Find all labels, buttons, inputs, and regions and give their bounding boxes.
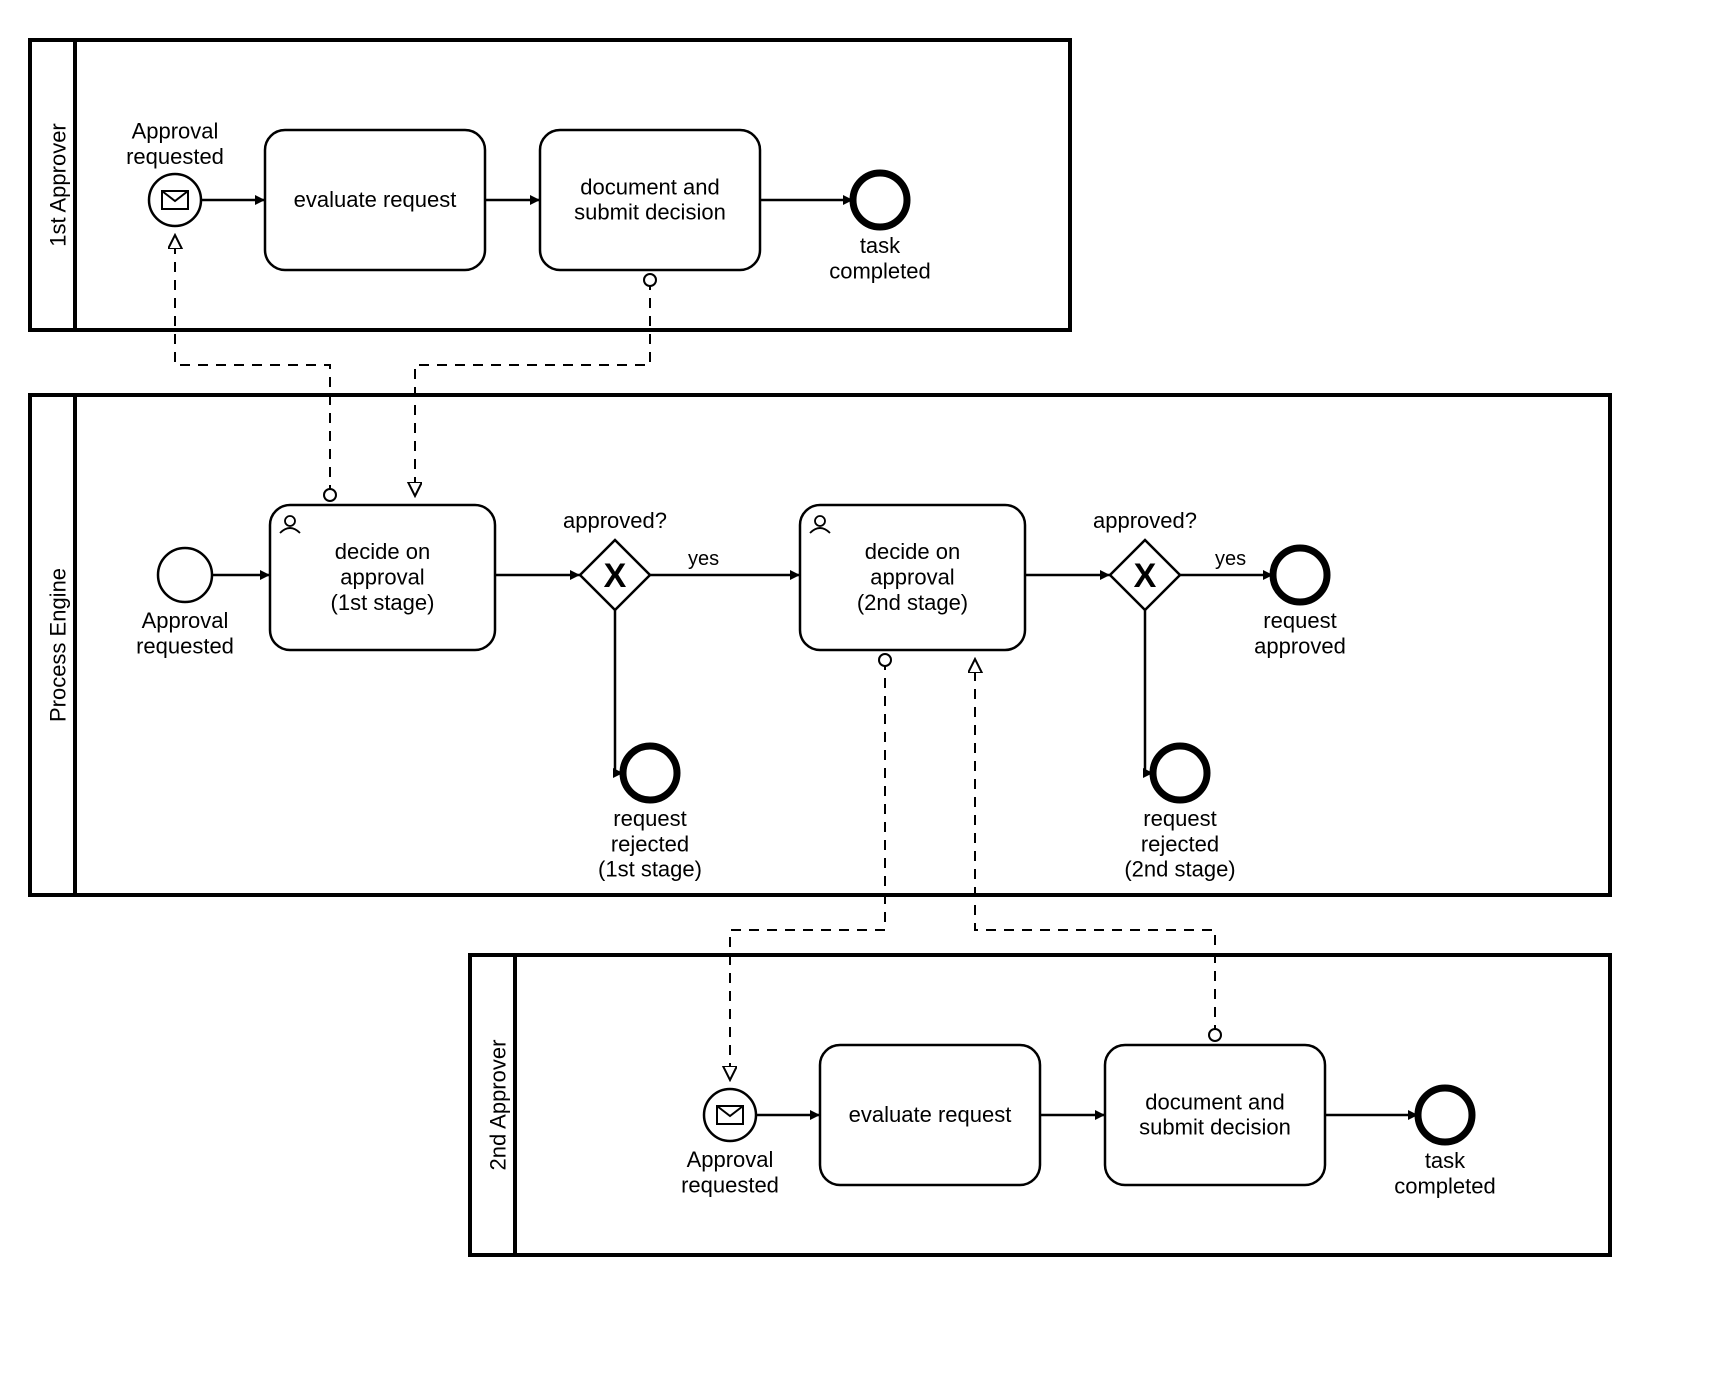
svg-text:document andsubmit decision: document andsubmit decision (1139, 1089, 1291, 1139)
node-n15: document andsubmit decision (1105, 1045, 1325, 1185)
svg-text:approved?: approved? (1093, 508, 1197, 533)
svg-text:document andsubmit decision: document andsubmit decision (574, 174, 726, 224)
svg-text:1st Approver: 1st Approver (45, 123, 70, 247)
svg-text:X: X (1134, 557, 1157, 595)
node-n14: evaluate request (820, 1045, 1040, 1185)
svg-text:requestrejected(1st stage): requestrejected(1st stage) (598, 806, 702, 882)
node-n3: document andsubmit decision (540, 130, 760, 270)
svg-text:X: X (604, 557, 627, 595)
node-n9: decide onapproval(2nd stage) (800, 505, 1025, 650)
svg-text:evaluate request: evaluate request (849, 1102, 1012, 1127)
svg-text:yes: yes (688, 548, 719, 570)
node-n6: decide onapproval(1st stage) (270, 505, 495, 650)
svg-text:requestapproved: requestapproved (1254, 608, 1346, 658)
svg-text:Approvalrequested: Approvalrequested (681, 1147, 779, 1197)
svg-text:Approvalrequested: Approvalrequested (136, 608, 234, 658)
svg-text:2nd Approver: 2nd Approver (485, 1040, 510, 1171)
svg-text:evaluate request: evaluate request (294, 187, 457, 212)
svg-text:yes: yes (1215, 548, 1246, 570)
diagram-canvas: 1st Approver Process Engine 2nd Approver ye… (10, 10, 1718, 1380)
svg-text:decide onapproval(2nd stage): decide onapproval(2nd stage) (857, 539, 968, 615)
svg-text:decide onapproval(1st stage): decide onapproval(1st stage) (331, 539, 435, 615)
svg-text:Process Engine: Process Engine (45, 568, 70, 722)
bpmn-diagram: 1st Approver Process Engine 2nd Approver ye… (10, 10, 1708, 1380)
node-n2: evaluate request (265, 130, 485, 270)
svg-text:approved?: approved? (563, 508, 667, 533)
svg-text:Approvalrequested: Approvalrequested (126, 119, 224, 169)
